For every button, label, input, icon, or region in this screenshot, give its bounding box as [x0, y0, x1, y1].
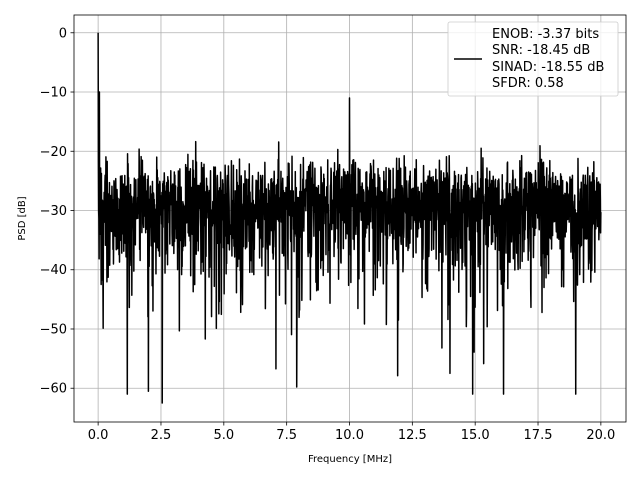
y-tick-label: −10	[40, 86, 67, 101]
x-tick-label: 0.0	[88, 428, 109, 443]
x-tick-label: 15.0	[461, 428, 490, 443]
legend-snr: SNR: -18.45 dB	[492, 43, 590, 58]
y-axis-label: PSD [dB]	[17, 196, 28, 240]
axes-frame	[73, 14, 627, 423]
y-tick-label: −30	[40, 204, 67, 219]
x-tick-label: 20.0	[586, 428, 615, 443]
x-tick-label: 2.5	[151, 428, 172, 443]
legend: ENOB: -3.37 bits SNR: -18.45 dB SINAD: -…	[447, 21, 619, 97]
legend-sinad: SINAD: -18.55 dB	[492, 60, 604, 75]
y-tick-label: −40	[40, 263, 67, 278]
x-tick-label: 5.0	[213, 428, 234, 443]
legend-box	[447, 21, 619, 97]
y-tick-label: 0	[59, 26, 67, 41]
legend-enob: ENOB: -3.37 bits	[492, 27, 599, 42]
psd-series	[97, 32, 602, 404]
x-tick-label: 17.5	[524, 428, 553, 443]
ticks: 0.0 2.5 5.0 7.5 10.0 12.5 15.0 17.5 20.0 0 −10 −20 −…	[40, 26, 616, 443]
y-tick-label: −60	[40, 382, 67, 397]
x-tick-label: 7.5	[276, 428, 297, 443]
psd-line	[97, 32, 602, 404]
legend-sfdr: SFDR: 0.58	[492, 76, 564, 91]
x-tick-label: 10.0	[335, 428, 364, 443]
x-axis-label: Frequency [MHz]	[308, 454, 392, 465]
y-tick-label: −50	[40, 322, 67, 337]
x-tick-label: 12.5	[398, 428, 427, 443]
y-tick-label: −20	[40, 145, 67, 160]
